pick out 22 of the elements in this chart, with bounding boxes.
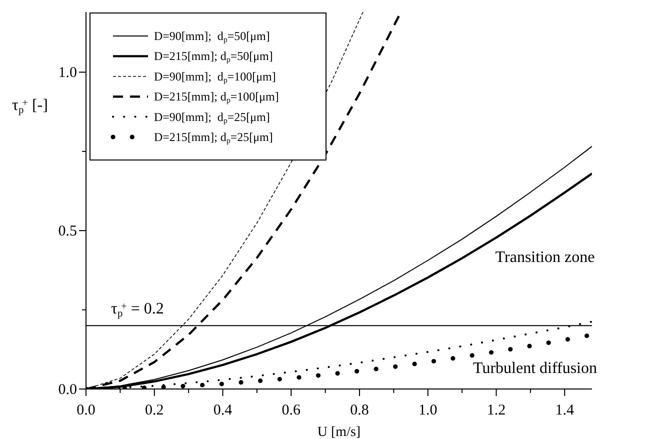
legend-label: D=90[mm]; d$_{p}$=50[μm] (154, 29, 270, 44)
legend-label: D=215[mm]; d$_{p}$=25[μm] (154, 130, 273, 146)
ref-line-label: τ$_{p}$$^{+}$ = 0.2 (111, 300, 164, 320)
legend-label: D=215[mm]; d$_{p}$=50[μm] (154, 49, 273, 65)
annotation: Transition zone (495, 249, 595, 266)
y-tick-label: 0.0 (58, 382, 77, 398)
y-tick-label: 1.0 (58, 64, 77, 81)
x-tick-label: 0.4 (213, 402, 233, 418)
legend-label: D=215[mm]; d$_{p}$=100[μm] (154, 90, 279, 105)
x-tick-label: 1.0 (418, 402, 438, 418)
legend-label: D=90[mm]; d$_{p}$=25[μm] (154, 110, 270, 126)
x-tick-label: 0.8 (350, 402, 369, 418)
x-tick-label: 0.6 (282, 402, 302, 418)
x-tick-label: 1.4 (555, 402, 575, 418)
y-axis-title: τ$_{p}$$^{+}$ [-] (12, 97, 48, 116)
annotation: Turbulent diffusion (472, 360, 598, 377)
y-tick-label: 0.5 (58, 223, 77, 240)
x-tick-label: 0.0 (76, 402, 96, 418)
legend-label: D=90[mm]; d$_{p}$=100[μm] (154, 69, 276, 85)
x-tick-label: 1.2 (486, 402, 506, 418)
x-tick-label: 0.2 (145, 402, 164, 418)
x-axis-title: U [m/s] (317, 425, 361, 439)
